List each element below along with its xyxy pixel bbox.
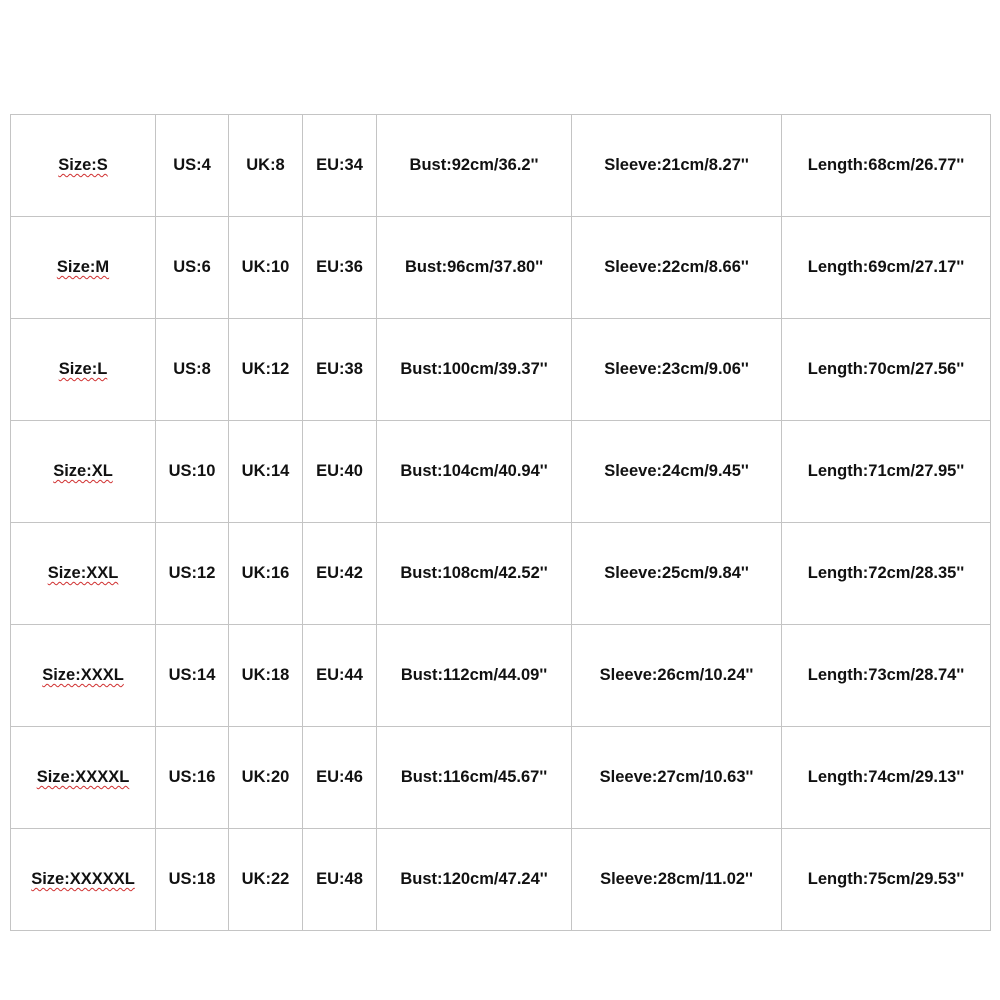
cell-eu: EU:46 <box>302 726 377 829</box>
cell-eu: EU:42 <box>302 522 377 625</box>
table-row: Size:XXXL US:14 UK:18 EU:44 Bust:112cm/44.09… <box>10 624 991 727</box>
cell-uk: UK:20 <box>228 726 303 829</box>
cell-sleeve: Sleeve:27cm/10.63'' <box>571 726 782 829</box>
cell-sleeve: Sleeve:25cm/9.84'' <box>571 522 782 625</box>
cell-size: Size:XL <box>10 420 156 523</box>
cell-uk: UK:8 <box>228 114 303 217</box>
cell-eu: EU:36 <box>302 216 377 319</box>
cell-length: Length:75cm/29.53'' <box>781 828 991 931</box>
cell-uk: UK:14 <box>228 420 303 523</box>
cell-us: US:16 <box>155 726 229 829</box>
cell-size: Size:S <box>10 114 156 217</box>
cell-us: US:18 <box>155 828 229 931</box>
cell-sleeve: Sleeve:26cm/10.24'' <box>571 624 782 727</box>
cell-us: US:4 <box>155 114 229 217</box>
cell-length: Length:69cm/27.17'' <box>781 216 991 319</box>
table-row: Size:S US:4 UK:8 EU:34 Bust:92cm/36.2'' Sleev… <box>10 114 991 217</box>
cell-uk: UK:22 <box>228 828 303 931</box>
cell-bust: Bust:120cm/47.24'' <box>376 828 572 931</box>
table-row: Size:XXL US:12 UK:16 EU:42 Bust:108cm/42.52'… <box>10 522 991 625</box>
cell-size: Size:XXL <box>10 522 156 625</box>
cell-eu: EU:40 <box>302 420 377 523</box>
size-label: Size:XXXXXL <box>31 870 135 888</box>
size-label: Size:M <box>56 258 110 276</box>
size-label: Size:L <box>58 360 108 378</box>
cell-us: US:8 <box>155 318 229 421</box>
cell-length: Length:72cm/28.35'' <box>781 522 991 625</box>
cell-uk: UK:18 <box>228 624 303 727</box>
cell-uk: UK:16 <box>228 522 303 625</box>
cell-bust: Bust:116cm/45.67'' <box>376 726 572 829</box>
table-row: Size:L US:8 UK:12 EU:38 Bust:100cm/39.37'' Sl… <box>10 318 991 421</box>
cell-sleeve: Sleeve:28cm/11.02'' <box>571 828 782 931</box>
cell-bust: Bust:100cm/39.37'' <box>376 318 572 421</box>
cell-size: Size:L <box>10 318 156 421</box>
cell-sleeve: Sleeve:22cm/8.66'' <box>571 216 782 319</box>
table-row: Size:XXXXL US:16 UK:20 EU:46 Bust:116cm/45.6… <box>10 726 991 829</box>
cell-length: Length:74cm/29.13'' <box>781 726 991 829</box>
cell-bust: Bust:104cm/40.94'' <box>376 420 572 523</box>
cell-bust: Bust:112cm/44.09'' <box>376 624 572 727</box>
size-label: Size:XXL <box>47 564 119 582</box>
cell-sleeve: Sleeve:24cm/9.45'' <box>571 420 782 523</box>
cell-eu: EU:38 <box>302 318 377 421</box>
size-label: Size:XXXL <box>42 666 124 684</box>
cell-size: Size:XXXXXL <box>10 828 156 931</box>
cell-size: Size:XXXXL <box>10 726 156 829</box>
cell-eu: EU:44 <box>302 624 377 727</box>
table-row: Size:XL US:10 UK:14 EU:40 Bust:104cm/40.94''… <box>10 420 991 523</box>
cell-length: Length:70cm/27.56'' <box>781 318 991 421</box>
cell-eu: EU:48 <box>302 828 377 931</box>
cell-length: Length:73cm/28.74'' <box>781 624 991 727</box>
cell-size: Size:M <box>10 216 156 319</box>
cell-us: US:10 <box>155 420 229 523</box>
cell-length: Length:71cm/27.95'' <box>781 420 991 523</box>
cell-bust: Bust:108cm/42.52'' <box>376 522 572 625</box>
cell-bust: Bust:92cm/36.2'' <box>376 114 572 217</box>
cell-sleeve: Sleeve:23cm/9.06'' <box>571 318 782 421</box>
size-label: Size:S <box>58 156 108 174</box>
cell-us: US:6 <box>155 216 229 319</box>
cell-size: Size:XXXL <box>10 624 156 727</box>
cell-eu: EU:34 <box>302 114 377 217</box>
cell-uk: UK:10 <box>228 216 303 319</box>
cell-us: US:12 <box>155 522 229 625</box>
table-row: Size:M US:6 UK:10 EU:36 Bust:96cm/37.80'' Sle… <box>10 216 991 319</box>
size-label: Size:XL <box>53 462 113 480</box>
cell-us: US:14 <box>155 624 229 727</box>
cell-uk: UK:12 <box>228 318 303 421</box>
cell-length: Length:68cm/26.77'' <box>781 114 991 217</box>
cell-sleeve: Sleeve:21cm/8.27'' <box>571 114 782 217</box>
size-chart-table: Size:S US:4 UK:8 EU:34 Bust:92cm/36.2'' Sleev… <box>10 114 991 931</box>
cell-bust: Bust:96cm/37.80'' <box>376 216 572 319</box>
table-row: Size:XXXXXL US:18 UK:22 EU:48 Bust:120cm/47.… <box>10 828 991 931</box>
size-label: Size:XXXXL <box>36 768 130 786</box>
